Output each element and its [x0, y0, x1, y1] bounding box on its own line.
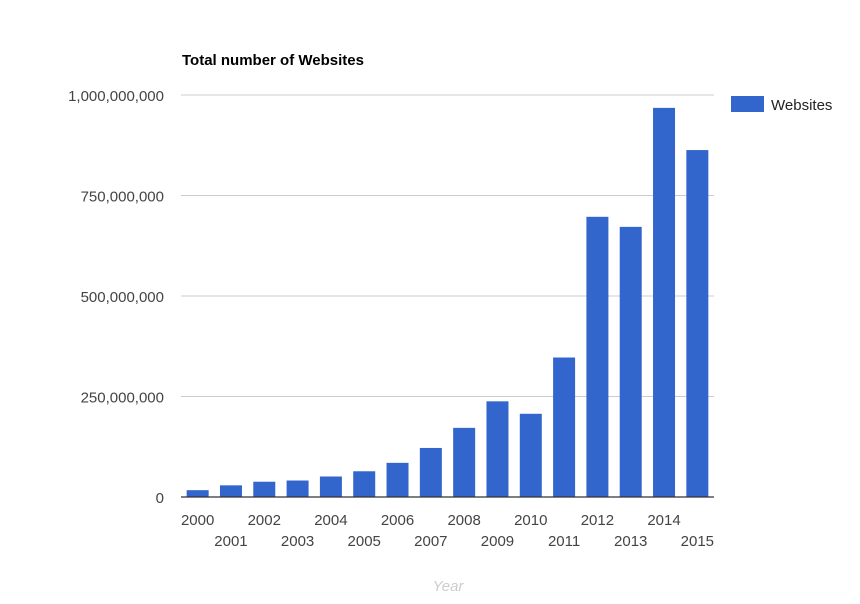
bar-2009 — [486, 401, 509, 497]
legend: Websites — [731, 96, 832, 114]
bar-2004 — [319, 476, 342, 497]
x-tick-label: 2011 — [548, 533, 580, 550]
bar-2015 — [686, 150, 709, 497]
chart-title: Total number of Websites — [182, 52, 364, 69]
legend-label-websites: Websites — [771, 97, 832, 114]
x-tick-label: 2002 — [248, 512, 281, 529]
bar-2000 — [186, 490, 209, 497]
bar-2013 — [619, 226, 642, 497]
bar-2014 — [653, 107, 676, 497]
bar-2003 — [286, 480, 309, 497]
x-tick-label: 2000 — [181, 512, 214, 529]
x-tick-label: 2001 — [214, 533, 247, 550]
bar-2006 — [386, 462, 409, 497]
x-tick-label: 2003 — [281, 533, 314, 550]
x-axis-ticks: 2000200120022003200420052006200720082009… — [181, 512, 714, 550]
x-tick-label: 2015 — [681, 533, 714, 550]
bar-2007 — [419, 447, 442, 497]
bar-2010 — [519, 413, 542, 497]
x-tick-label: 2009 — [481, 533, 514, 550]
x-axis-title: Year — [433, 578, 465, 595]
y-tick-label: 1,000,000,000 — [68, 88, 164, 105]
bar-2002 — [253, 481, 276, 497]
y-tick-label: 750,000,000 — [81, 189, 164, 206]
x-tick-label: 2005 — [348, 533, 381, 550]
bar-2005 — [353, 471, 376, 497]
y-tick-label: 500,000,000 — [81, 289, 164, 306]
bar-2008 — [453, 427, 476, 497]
y-tick-label: 250,000,000 — [81, 390, 164, 407]
x-tick-label: 2010 — [514, 512, 547, 529]
y-tick-label: 0 — [156, 490, 164, 507]
x-tick-label: 2004 — [314, 512, 347, 529]
x-tick-label: 2008 — [447, 512, 480, 529]
x-tick-label: 2013 — [614, 533, 647, 550]
x-tick-label: 2007 — [414, 533, 447, 550]
legend-swatch-websites — [731, 96, 764, 112]
x-tick-label: 2006 — [381, 512, 414, 529]
bar-2001 — [219, 485, 242, 497]
bar-2011 — [553, 357, 576, 497]
bars — [186, 107, 709, 497]
x-tick-label: 2012 — [581, 512, 614, 529]
y-axis-ticks: 0 250,000,000 500,000,000 750,000,000 1,000,… — [68, 88, 164, 507]
bar-2012 — [586, 216, 609, 497]
x-tick-label: 2014 — [647, 512, 680, 529]
